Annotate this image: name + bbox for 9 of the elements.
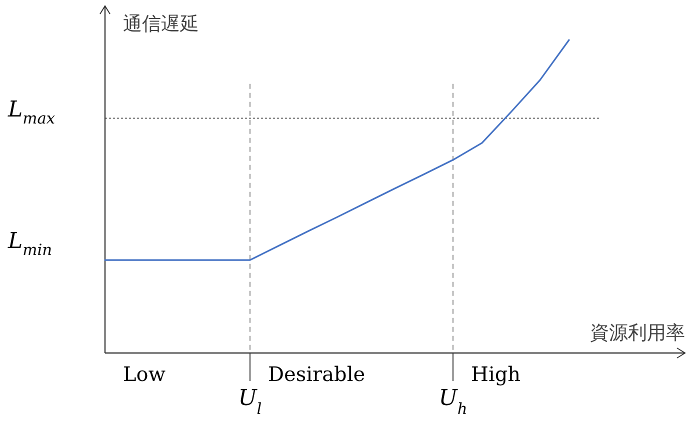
ref-line-label: L$_{max}$ xyxy=(7,96,56,128)
x-tick-label: U$_{l}$ xyxy=(238,386,262,418)
x-tick-label: U$_{h}$ xyxy=(438,386,468,418)
text: High xyxy=(471,362,521,386)
x-axis-title: 資源利用率 xyxy=(590,322,685,344)
text: Low xyxy=(123,362,166,386)
text: L$_{min}$ xyxy=(7,228,52,260)
y-axis-title: 通信遅延 xyxy=(123,13,199,35)
text: Desirable xyxy=(268,362,366,386)
